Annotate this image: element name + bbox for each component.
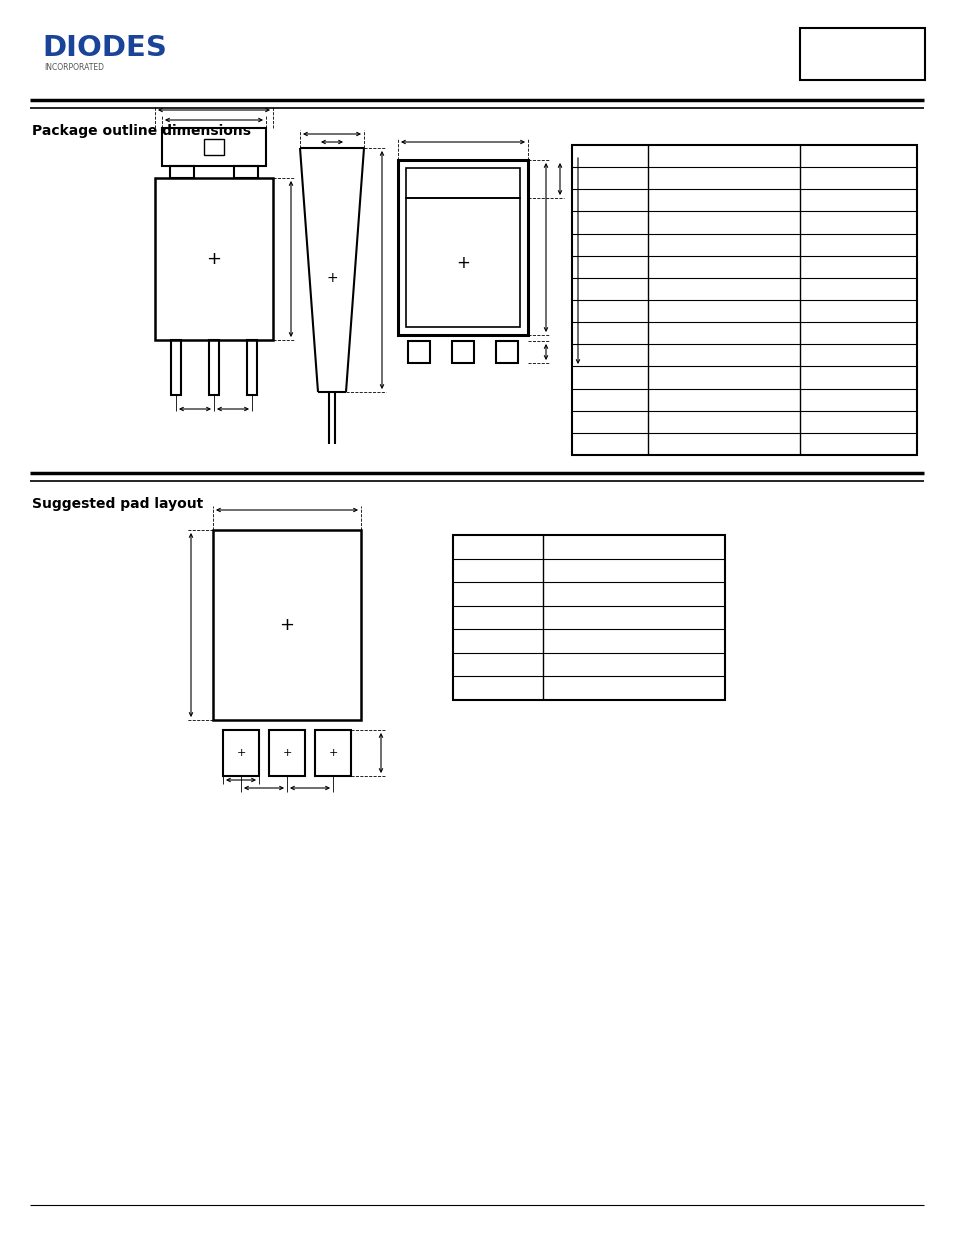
Bar — [209, 340, 219, 395]
Text: Suggested pad layout: Suggested pad layout — [32, 496, 203, 511]
Text: Package outline dimensions: Package outline dimensions — [32, 124, 251, 138]
Bar — [204, 140, 224, 156]
Text: DIODES: DIODES — [42, 35, 167, 62]
Bar — [247, 340, 256, 395]
Text: +: + — [456, 253, 470, 272]
Bar — [269, 730, 305, 776]
Bar — [406, 168, 519, 198]
Bar — [162, 128, 266, 165]
Bar — [572, 144, 916, 454]
Text: +: + — [279, 616, 294, 634]
Bar — [408, 341, 430, 363]
Bar — [496, 341, 517, 363]
Text: +: + — [328, 748, 337, 758]
Bar — [452, 341, 474, 363]
Text: +: + — [236, 748, 246, 758]
Text: +: + — [206, 249, 221, 268]
Bar — [397, 161, 527, 335]
Bar — [233, 165, 257, 178]
Bar — [170, 165, 193, 178]
Bar — [406, 198, 519, 327]
Bar — [453, 535, 724, 700]
Bar — [223, 730, 258, 776]
Bar — [314, 730, 351, 776]
Bar — [154, 178, 273, 340]
Text: INCORPORATED: INCORPORATED — [44, 63, 104, 73]
Bar — [171, 340, 181, 395]
Bar — [800, 28, 924, 80]
Bar — [213, 530, 360, 720]
Text: +: + — [282, 748, 292, 758]
Text: +: + — [326, 270, 337, 285]
